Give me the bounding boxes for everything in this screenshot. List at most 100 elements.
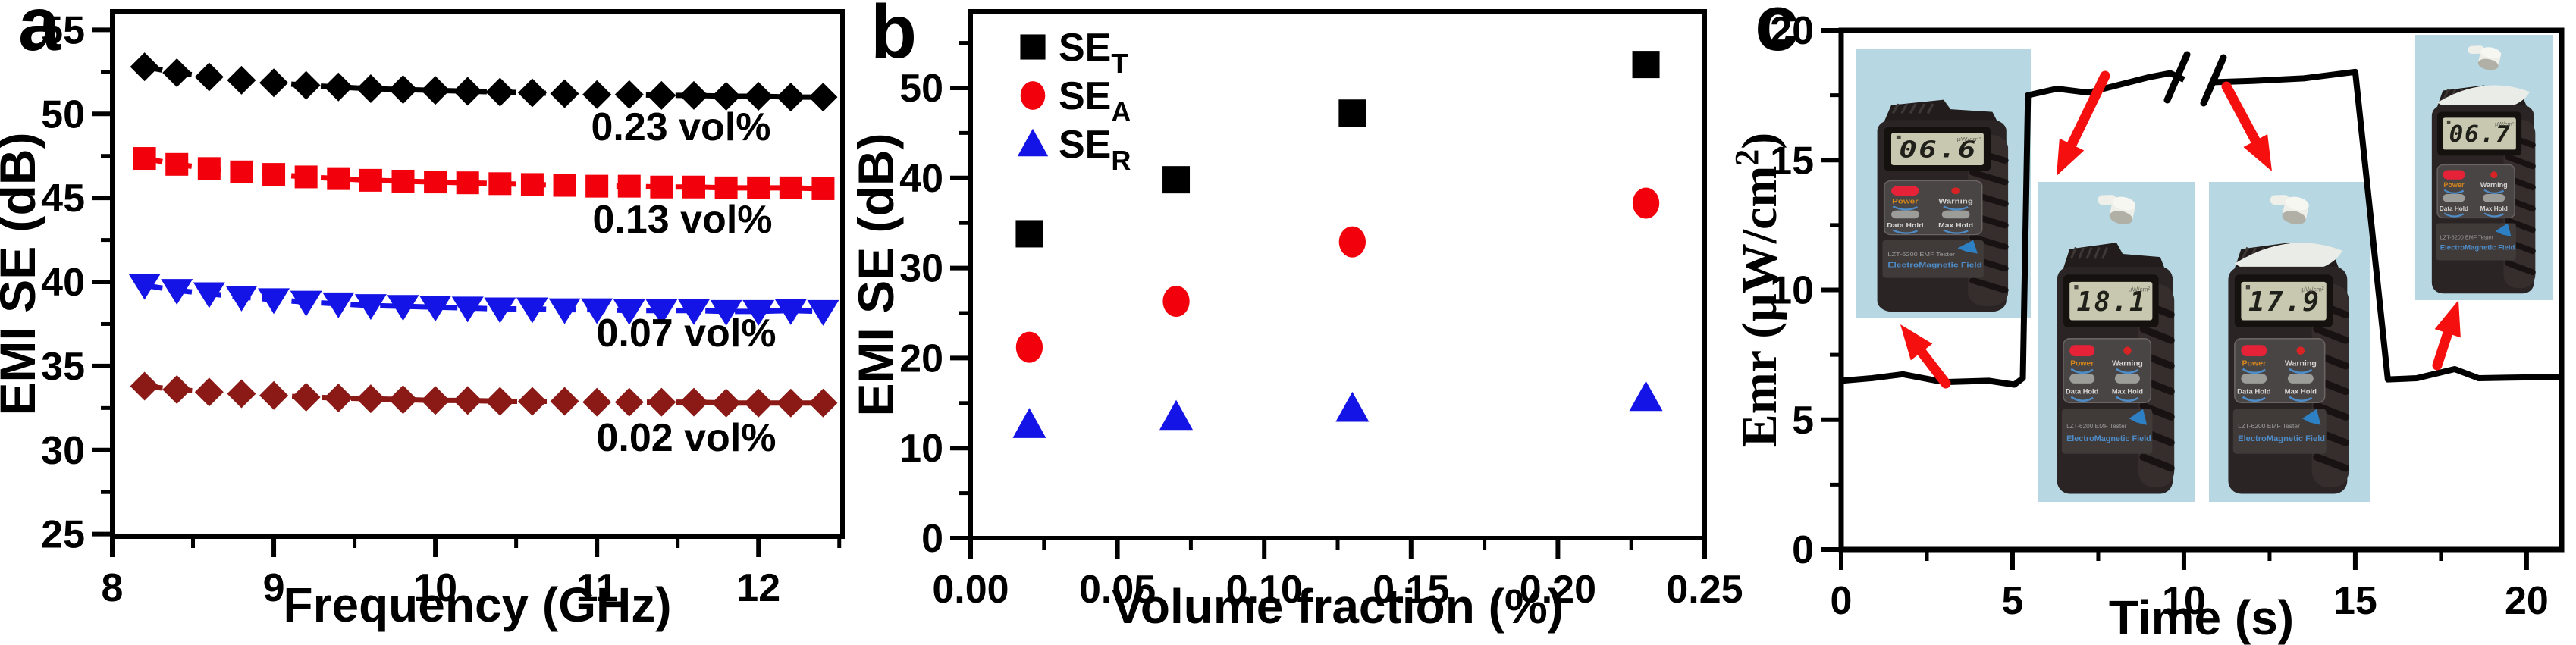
x-tick-label: 20 xyxy=(2505,579,2549,623)
data-point-square xyxy=(747,176,770,199)
data-point-diamond xyxy=(711,388,741,418)
annotation-arrow xyxy=(2221,81,2272,171)
plot-frame xyxy=(110,9,845,539)
data-point-diamond xyxy=(647,387,676,417)
y-tick-label: 10 xyxy=(899,427,943,471)
data-point-circle xyxy=(1162,286,1190,318)
power-button xyxy=(2443,170,2465,180)
data-point-diamond xyxy=(517,78,547,108)
x-tick-label: 10 xyxy=(2162,579,2206,623)
x-tick-label: 11 xyxy=(576,566,618,610)
data-point-diamond xyxy=(744,388,773,418)
x-tick-label: 9 xyxy=(263,566,285,610)
data-point-diamond xyxy=(259,68,289,98)
warning-label: Warning xyxy=(2480,181,2508,189)
data-point-square xyxy=(294,165,318,189)
y-tick-label: 50 xyxy=(899,67,943,111)
y-tick-label: 55 xyxy=(41,8,85,52)
warning-label: Warning xyxy=(1938,199,1973,206)
data-point-triangle-up xyxy=(1012,408,1046,438)
emr-curve xyxy=(2213,68,2562,383)
series-line-0-07-vol- xyxy=(144,283,824,315)
data-point-diamond xyxy=(550,79,579,108)
data-point-diamond xyxy=(227,379,256,409)
x-tick-label: 8 xyxy=(102,566,124,610)
power-button xyxy=(2241,345,2267,356)
data-point-triangle-down xyxy=(193,282,225,308)
data-point-circle xyxy=(1338,226,1366,258)
x-tick-label: 0 xyxy=(1831,579,1853,623)
max-hold-label: Max Hold xyxy=(2480,205,2508,212)
data-point-square xyxy=(1020,34,1046,60)
warning-label: Warning xyxy=(2285,359,2317,368)
data-point-square xyxy=(811,177,835,200)
plot-frame xyxy=(968,9,1707,540)
data-point-diamond xyxy=(776,388,805,418)
power-label: Power xyxy=(2070,360,2094,368)
lcd-reading: 18.1 xyxy=(2077,286,2148,317)
data-point-triangle-down xyxy=(354,294,387,321)
max-hold-button xyxy=(2287,374,2314,384)
data-point-triangle-down xyxy=(774,299,807,325)
data-point-square xyxy=(456,171,479,195)
brand-label: ElectroMagnetic Field xyxy=(2238,434,2325,443)
brand-logo-icon xyxy=(2129,409,2148,425)
brand-label: ElectroMagnetic Field xyxy=(1887,261,1982,269)
label-plate xyxy=(2232,409,2327,454)
data-point-triangle-up xyxy=(1017,128,1049,157)
sample-pellet xyxy=(2270,195,2309,224)
data-point-diamond xyxy=(614,387,644,417)
data-point-diamond xyxy=(485,77,515,107)
data-point-triangle-down xyxy=(322,292,355,318)
panel-letter-b: b xyxy=(871,0,917,74)
data-point-diamond xyxy=(162,58,192,87)
data-point-diamond xyxy=(194,377,224,407)
data-point-triangle-down xyxy=(548,298,581,324)
data-point-square xyxy=(327,167,350,190)
data-point-diamond xyxy=(388,75,418,105)
max-hold-button xyxy=(1941,210,1970,219)
power-label: Power xyxy=(1892,199,1918,206)
data-point-diamond xyxy=(227,65,256,95)
lcd-screen xyxy=(2443,117,2516,150)
data-hold-button xyxy=(1891,210,1919,219)
data-point-triangle-down xyxy=(581,298,613,324)
data-point-square xyxy=(617,174,641,198)
data-point-triangle-down xyxy=(742,299,775,326)
annotation-arrow xyxy=(2057,70,2110,176)
data-point-triangle-down xyxy=(387,295,419,321)
data-point-triangle-down xyxy=(484,297,516,324)
panel-b: 0.00 0.05 0.10 0.15 0.20 0.25 0 10 20 30 40 50 Volum… xyxy=(848,0,1743,634)
warning-label: Warning xyxy=(2112,360,2143,368)
y-axis-label: Emr (μW/cm2) xyxy=(1728,133,1787,448)
data-point-diamond xyxy=(808,83,838,112)
x-tick-label: 0.15 xyxy=(1373,568,1449,612)
data-point-square xyxy=(553,174,576,197)
x-axis-label: Time (s) xyxy=(2109,590,2294,645)
y-tick-label: 10 xyxy=(1770,269,1814,313)
max-hold-label: Max Hold xyxy=(2112,387,2143,395)
lcd-unit-label: μW/cm² xyxy=(2129,285,2151,293)
y-tick-label: 25 xyxy=(41,513,85,557)
lcd-screen xyxy=(2241,281,2327,321)
data-point-square xyxy=(585,174,609,198)
data-point-triangle-down xyxy=(128,274,161,300)
y-tick-label: 40 xyxy=(41,261,85,305)
emr-curve xyxy=(1840,70,2185,388)
data-point-square xyxy=(488,172,512,196)
lcd-unit-label: μW/cm² xyxy=(2301,286,2324,293)
y-tick-label: 0 xyxy=(1792,528,1814,572)
x-axis-label: Volume fraction (%) xyxy=(1112,579,1564,634)
data-point-diamond xyxy=(679,80,708,110)
brand-logo-icon xyxy=(1957,240,1978,254)
data-point-diamond xyxy=(291,382,321,412)
x-tick-label: 12 xyxy=(736,566,780,610)
lcd-reading: 06.6 xyxy=(1899,136,1977,163)
data-point-diamond xyxy=(130,371,159,401)
y-axis-label: EMI SE (dB) xyxy=(0,133,45,416)
data-point-diamond xyxy=(324,72,353,102)
data-point-diamond xyxy=(324,384,353,413)
data-point-diamond xyxy=(582,387,612,417)
data-hold-label: Data Hold xyxy=(1887,222,1924,229)
